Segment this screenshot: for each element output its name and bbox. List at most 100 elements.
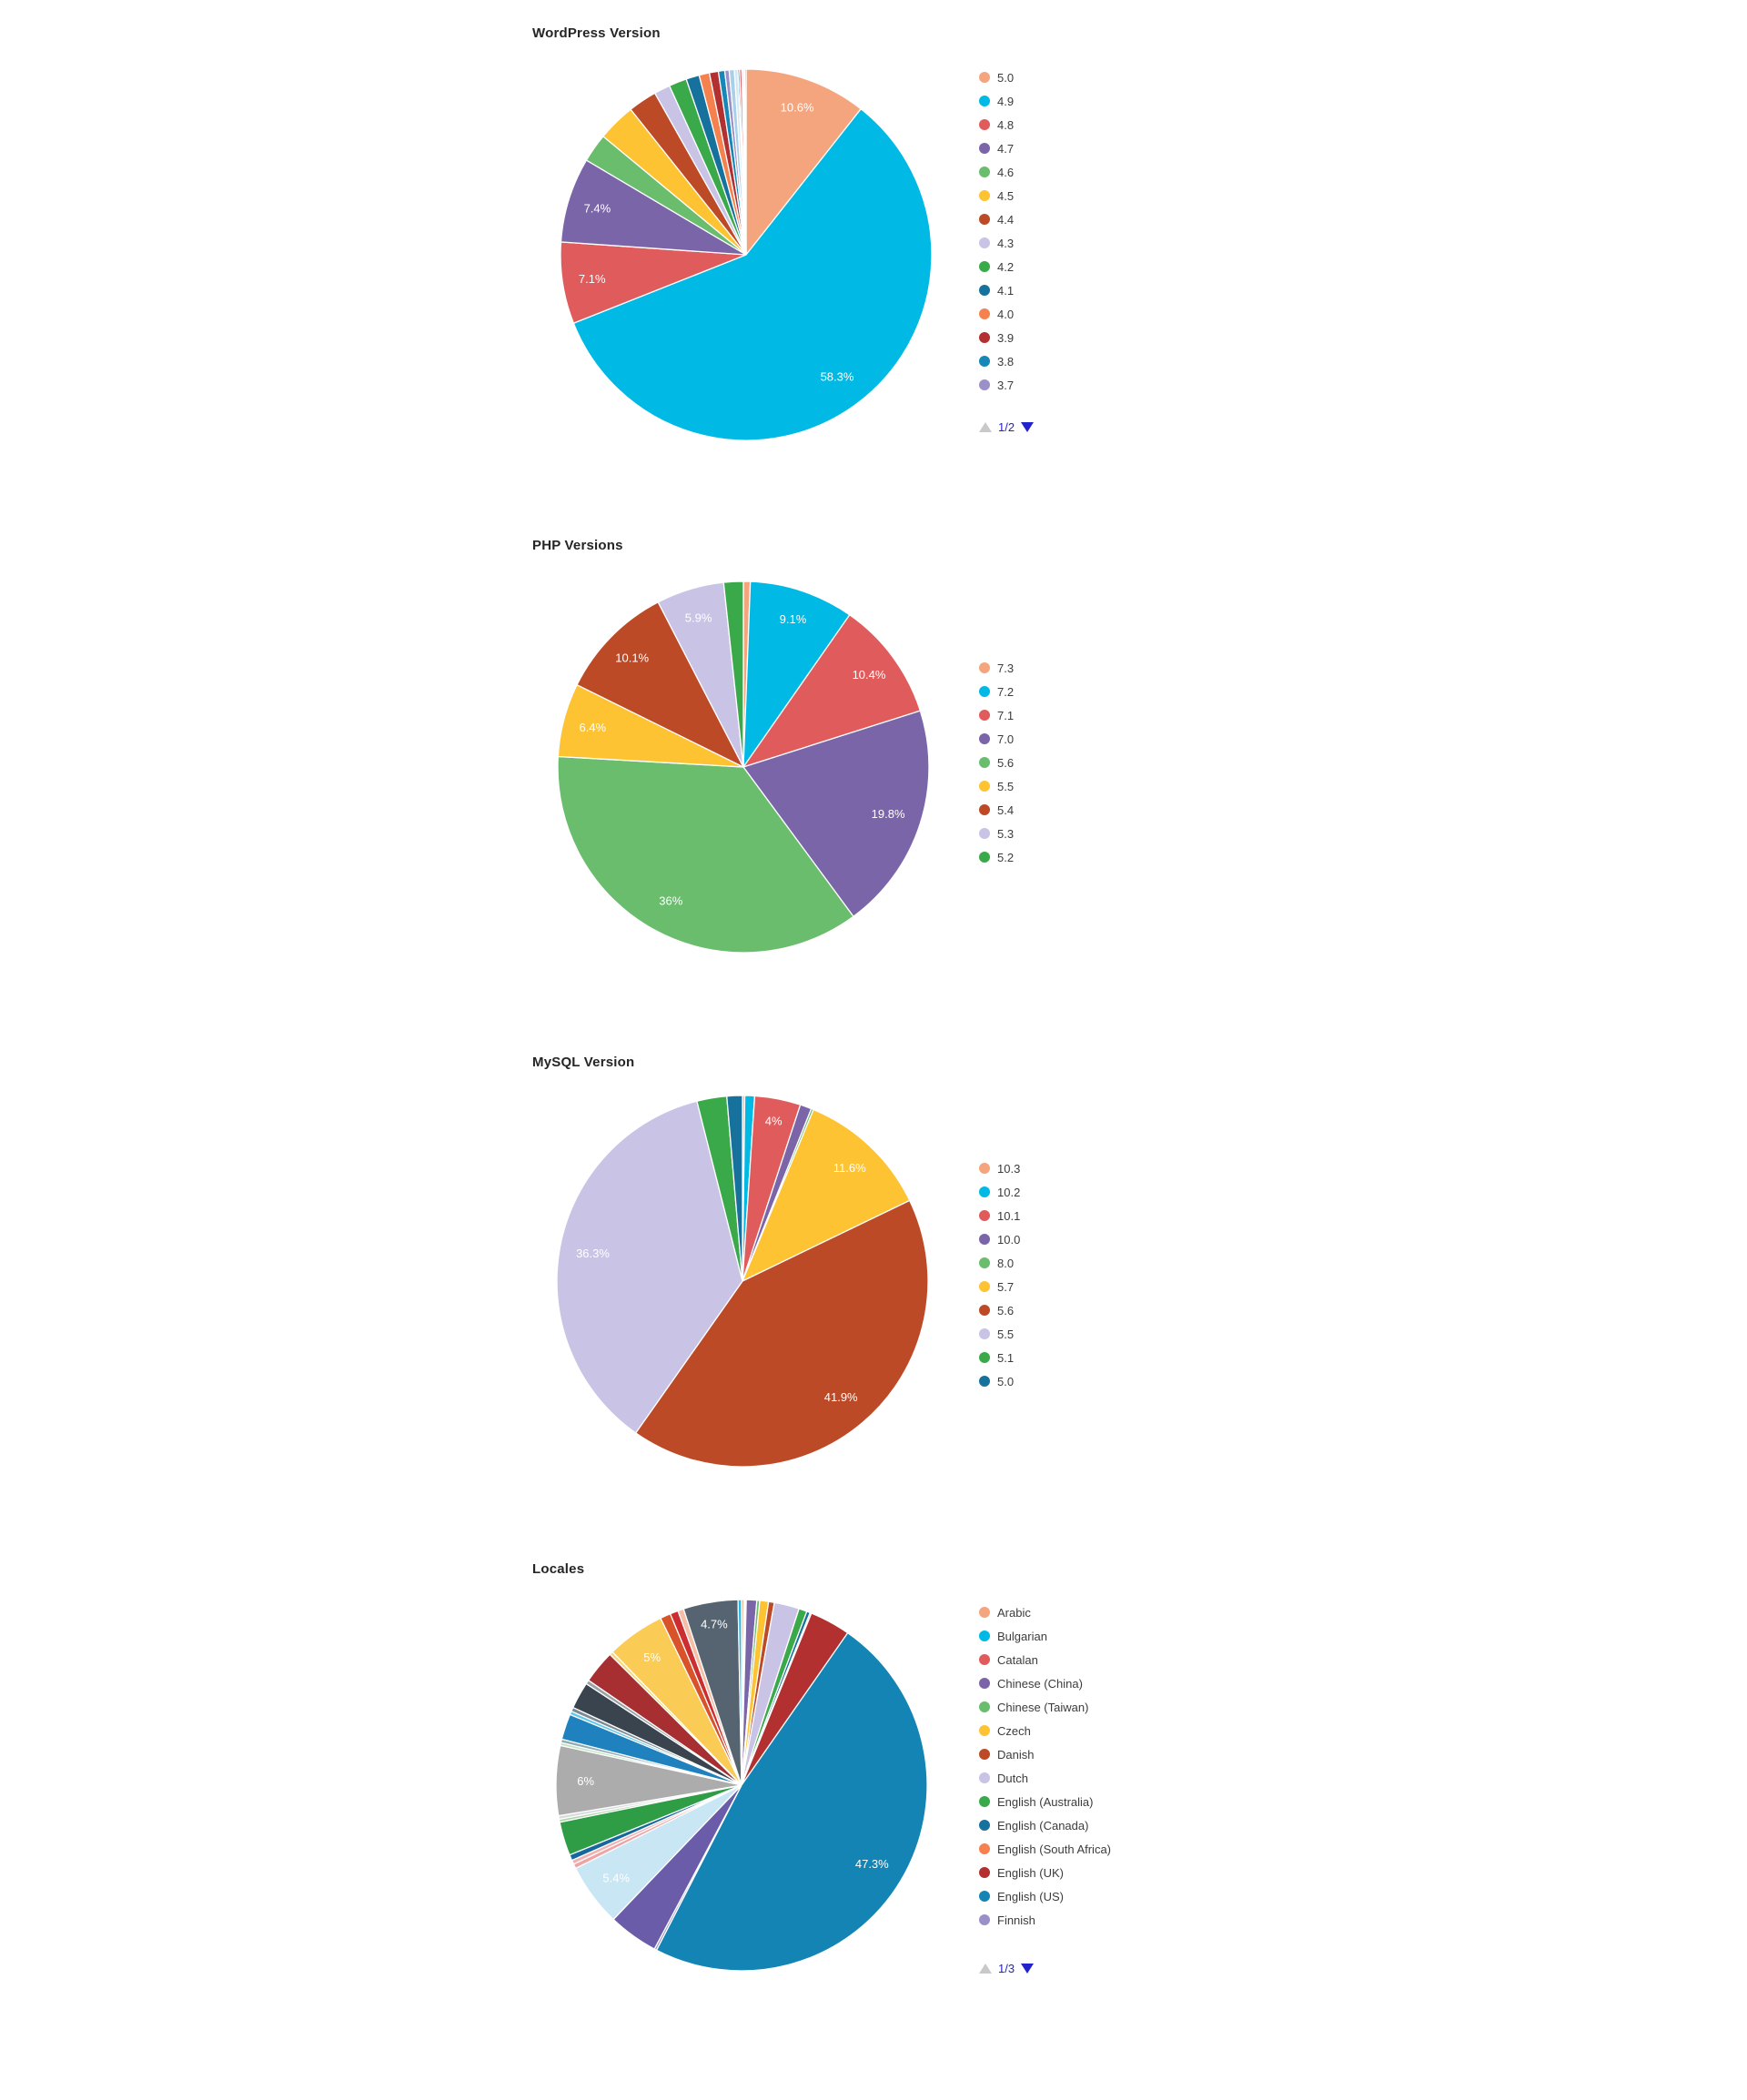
legend-item-label: Danish (997, 1747, 1035, 1762)
legend-item-label: 3.9 (997, 330, 1015, 345)
legend-item[interactable]: 4.3 (979, 231, 1014, 255)
legend-item[interactable]: Dutch (979, 1766, 1111, 1790)
legend-item[interactable]: 5.7 (979, 1275, 1020, 1298)
pie-slice-5-5[interactable] (556, 1100, 743, 1434)
slice-percent-label: 47.3% (855, 1857, 889, 1871)
legend-item[interactable]: 7.1 (979, 703, 1014, 727)
legend-color-dot (979, 1328, 990, 1339)
legend-item[interactable]: 4.8 (979, 113, 1014, 136)
slice-percent-label: 5.9% (685, 611, 712, 624)
pie-slice-5-2[interactable] (722, 581, 744, 768)
legend-item[interactable]: English (South Africa) (979, 1837, 1111, 1861)
legend-item[interactable]: 10.0 (979, 1227, 1020, 1251)
legend-item[interactable]: Chinese (China) (979, 1671, 1111, 1695)
legend-item[interactable]: 5.5 (979, 774, 1014, 798)
chart-title: Locales (532, 1561, 585, 1577)
legend-item[interactable]: Catalan (979, 1648, 1111, 1671)
legend-item-label: 10.2 (997, 1185, 1021, 1199)
legend-item[interactable]: 3.9 (979, 326, 1014, 349)
pie-slice-7-2[interactable] (742, 581, 851, 770)
legend-item[interactable]: English (Canada) (979, 1813, 1111, 1837)
legend-item[interactable]: English (UK) (979, 1861, 1111, 1884)
legend-color-dot (979, 757, 990, 768)
legend-item[interactable]: 5.4 (979, 798, 1014, 822)
legend-item[interactable]: 5.5 (979, 1322, 1020, 1346)
pie-slice-5-4[interactable] (576, 601, 745, 769)
legend-item[interactable]: 10.3 (979, 1156, 1020, 1180)
pie-slice-5-0[interactable] (745, 68, 863, 257)
pie-slice-4-9[interactable] (572, 107, 933, 441)
legend-item-label: Arabic (997, 1605, 1031, 1620)
legend-item[interactable]: 3.7 (979, 373, 1014, 397)
legend-item[interactable]: 5.0 (979, 1369, 1020, 1393)
slice-percent-label: 9.1% (780, 612, 807, 626)
legend-item[interactable]: 5.3 (979, 822, 1014, 845)
legend-color-dot (979, 356, 990, 367)
legend-item-label: English (Canada) (997, 1818, 1089, 1832)
slice-percent-label: 7.4% (584, 202, 611, 216)
legend-item-label: 10.0 (997, 1232, 1021, 1247)
legend-item-label: English (South Africa) (997, 1842, 1112, 1856)
legend-page-up-arrow[interactable] (979, 1963, 992, 1974)
pie-slice-5-6[interactable] (634, 1199, 929, 1468)
legend-color-dot (979, 1749, 990, 1760)
legend-color-dot (979, 261, 990, 272)
pie-slice-5-0[interactable] (726, 1095, 743, 1282)
legend-item[interactable]: 5.2 (979, 845, 1014, 869)
wordpress-version-pie: 10.6% 58.3% 7.1% 7.4% (560, 68, 933, 441)
legend-color-dot (979, 1376, 990, 1387)
legend-item[interactable]: English (US) (979, 1884, 1111, 1908)
legend-page-down-arrow[interactable] (1021, 421, 1035, 432)
legend-item[interactable]: Danish (979, 1742, 1111, 1766)
legend-item[interactable]: 7.2 (979, 680, 1014, 703)
legend-item[interactable]: Finnish (979, 1908, 1111, 1932)
pie-slice-english-us[interactable] (655, 1631, 928, 1972)
legend-item[interactable]: Chinese (Taiwan) (979, 1695, 1111, 1719)
legend-item-label: Chinese (Taiwan) (997, 1700, 1089, 1714)
legend-item-label: 5.6 (997, 755, 1015, 770)
legend-item[interactable]: 4.4 (979, 207, 1014, 231)
legend-color-dot (979, 190, 990, 201)
legend-item[interactable]: 8.0 (979, 1251, 1020, 1275)
legend-item-label: 4.0 (997, 307, 1015, 321)
legend-color-dot (979, 828, 990, 839)
legend-item[interactable]: 3.8 (979, 349, 1014, 373)
legend-item[interactable]: Bulgarian (979, 1624, 1111, 1648)
pie-slice[interactable] (737, 1599, 742, 1786)
legend-item[interactable]: 4.0 (979, 302, 1014, 326)
legend-item[interactable]: Czech (979, 1719, 1111, 1742)
legend-page-down-arrow[interactable] (1021, 1963, 1035, 1974)
legend-item[interactable]: 4.5 (979, 184, 1014, 207)
legend-item[interactable]: 4.2 (979, 255, 1014, 278)
legend-item[interactable]: 10.2 (979, 1180, 1020, 1204)
legend-page-indicator: 1/3 (998, 1961, 1015, 1975)
legend-item[interactable]: 5.6 (979, 751, 1014, 774)
legend-item[interactable]: Arabic (979, 1600, 1111, 1624)
slice-percent-label: 6.4% (579, 721, 606, 734)
legend-color-dot (979, 1867, 990, 1878)
legend-item[interactable]: English (Australia) (979, 1790, 1111, 1813)
legend-item[interactable]: 4.9 (979, 89, 1014, 113)
legend-page-up-arrow[interactable] (979, 421, 992, 432)
legend-item[interactable]: 7.0 (979, 727, 1014, 751)
legend-color-dot (979, 1607, 990, 1618)
legend-color-dot (979, 1281, 990, 1292)
pie-slice-7-0[interactable] (742, 710, 930, 918)
legend-item[interactable]: 5.6 (979, 1298, 1020, 1322)
legend-item[interactable]: 4.1 (979, 278, 1014, 302)
legend-item[interactable]: 10.1 (979, 1204, 1020, 1227)
legend: Arabic Bulgarian Catalan Chinese (China) Chi… (979, 1600, 1111, 1932)
legend-color-dot (979, 237, 990, 248)
pie-slice[interactable] (743, 68, 747, 256)
pie-slice-7-1[interactable] (742, 613, 922, 769)
slice-percent-label: 5.4% (602, 1871, 630, 1884)
legend-item[interactable]: 7.3 (979, 656, 1014, 680)
legend-color-dot (979, 1186, 990, 1197)
legend-item-label: 3.7 (997, 378, 1015, 392)
pie-slice-5-7[interactable] (741, 1108, 911, 1283)
pie-slice-5-6[interactable] (557, 755, 854, 954)
legend-item[interactable]: 5.0 (979, 66, 1014, 89)
legend-item[interactable]: 4.6 (979, 160, 1014, 184)
legend-item[interactable]: 5.1 (979, 1346, 1020, 1369)
legend-item[interactable]: 4.7 (979, 136, 1014, 160)
